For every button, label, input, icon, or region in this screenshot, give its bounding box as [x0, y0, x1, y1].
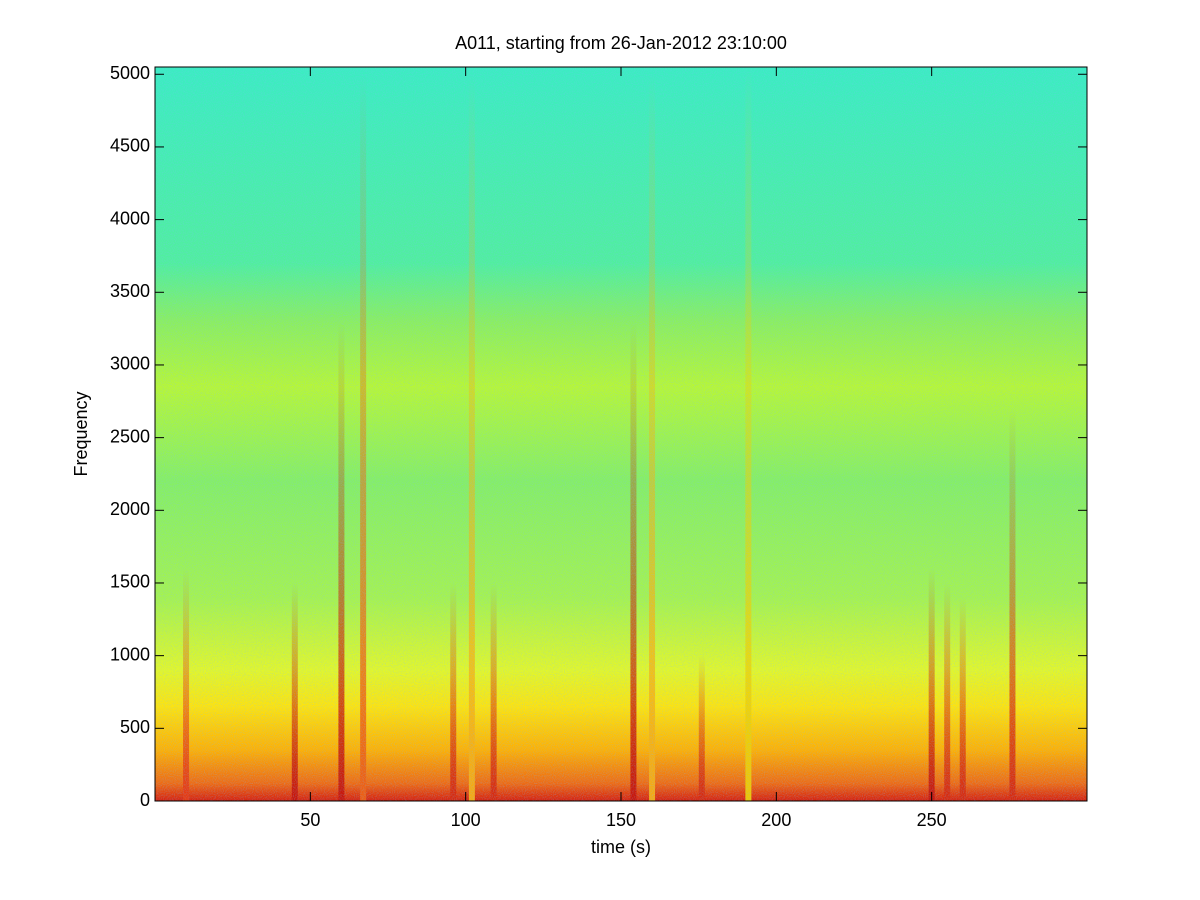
y-tick-label: 3500 [110, 281, 150, 301]
y-tick-label: 4500 [110, 136, 150, 156]
y-tick-label: 4000 [110, 208, 150, 228]
chart-title: A011, starting from 26-Jan-2012 23:10:00 [455, 33, 787, 53]
y-tick-label: 2500 [110, 426, 150, 446]
y-tick-label: 0 [140, 790, 150, 810]
plot-area [155, 67, 1087, 801]
y-tick-label: 1500 [110, 572, 150, 592]
y-tick-label: 1000 [110, 644, 150, 664]
noise-texture [155, 67, 1087, 801]
x-tick-label: 200 [761, 810, 791, 830]
axes: 50 100 150 200 25005001000150020002500300035… [110, 63, 1088, 830]
y-tick-label: 3000 [110, 354, 150, 374]
x-axis-label: time (s) [591, 837, 651, 857]
x-tick-label: 100 [451, 810, 481, 830]
x-tick-label: 250 [917, 810, 947, 830]
y-tick-label: 500 [120, 717, 150, 737]
y-tick-label: 5000 [110, 63, 150, 83]
x-tick-label: 150 [606, 810, 636, 830]
x-tick-label: 50 [300, 810, 320, 830]
y-axis-label: Frequency [71, 391, 91, 476]
y-tick-label: 2000 [110, 499, 150, 519]
